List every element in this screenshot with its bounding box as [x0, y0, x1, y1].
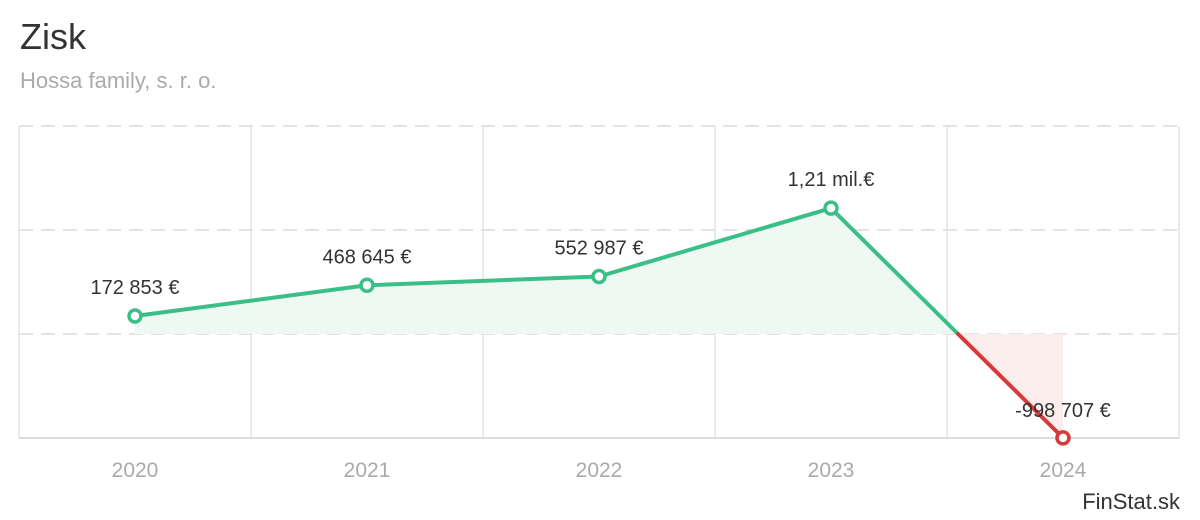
chart-title: Zisk	[20, 16, 86, 57]
line-segment-negative	[956, 332, 1065, 440]
data-point	[1055, 430, 1071, 446]
line-segment-positive	[365, 274, 601, 288]
line-segment-positive	[597, 206, 833, 279]
x-tick-label: 2023	[808, 459, 855, 482]
data-point	[823, 200, 839, 216]
line-segment-positive	[829, 206, 961, 336]
data-label: 468 645 €	[323, 246, 412, 268]
x-tick-label: 2020	[112, 459, 159, 482]
finstat-credit-link[interactable]: FinStat.sk	[1082, 489, 1180, 514]
positive-area	[135, 285, 367, 334]
x-tick-label: 2022	[576, 459, 623, 482]
data-label: -998 707 €	[1015, 400, 1111, 422]
data-label: 172 853 €	[91, 277, 180, 299]
data-point	[127, 308, 143, 324]
data-label: 1,21 mil.€	[788, 169, 875, 191]
data-point	[359, 277, 375, 294]
data-point	[591, 268, 607, 285]
data-label: 552 987 €	[555, 237, 644, 259]
positive-area	[367, 276, 599, 334]
x-tick-label: 2021	[344, 459, 391, 482]
chart-subtitle: Hossa family, s. r. o.	[20, 68, 217, 93]
x-tick-label: 2024	[1040, 459, 1087, 482]
line-segment-positive	[133, 283, 369, 319]
positive-area	[599, 208, 831, 334]
